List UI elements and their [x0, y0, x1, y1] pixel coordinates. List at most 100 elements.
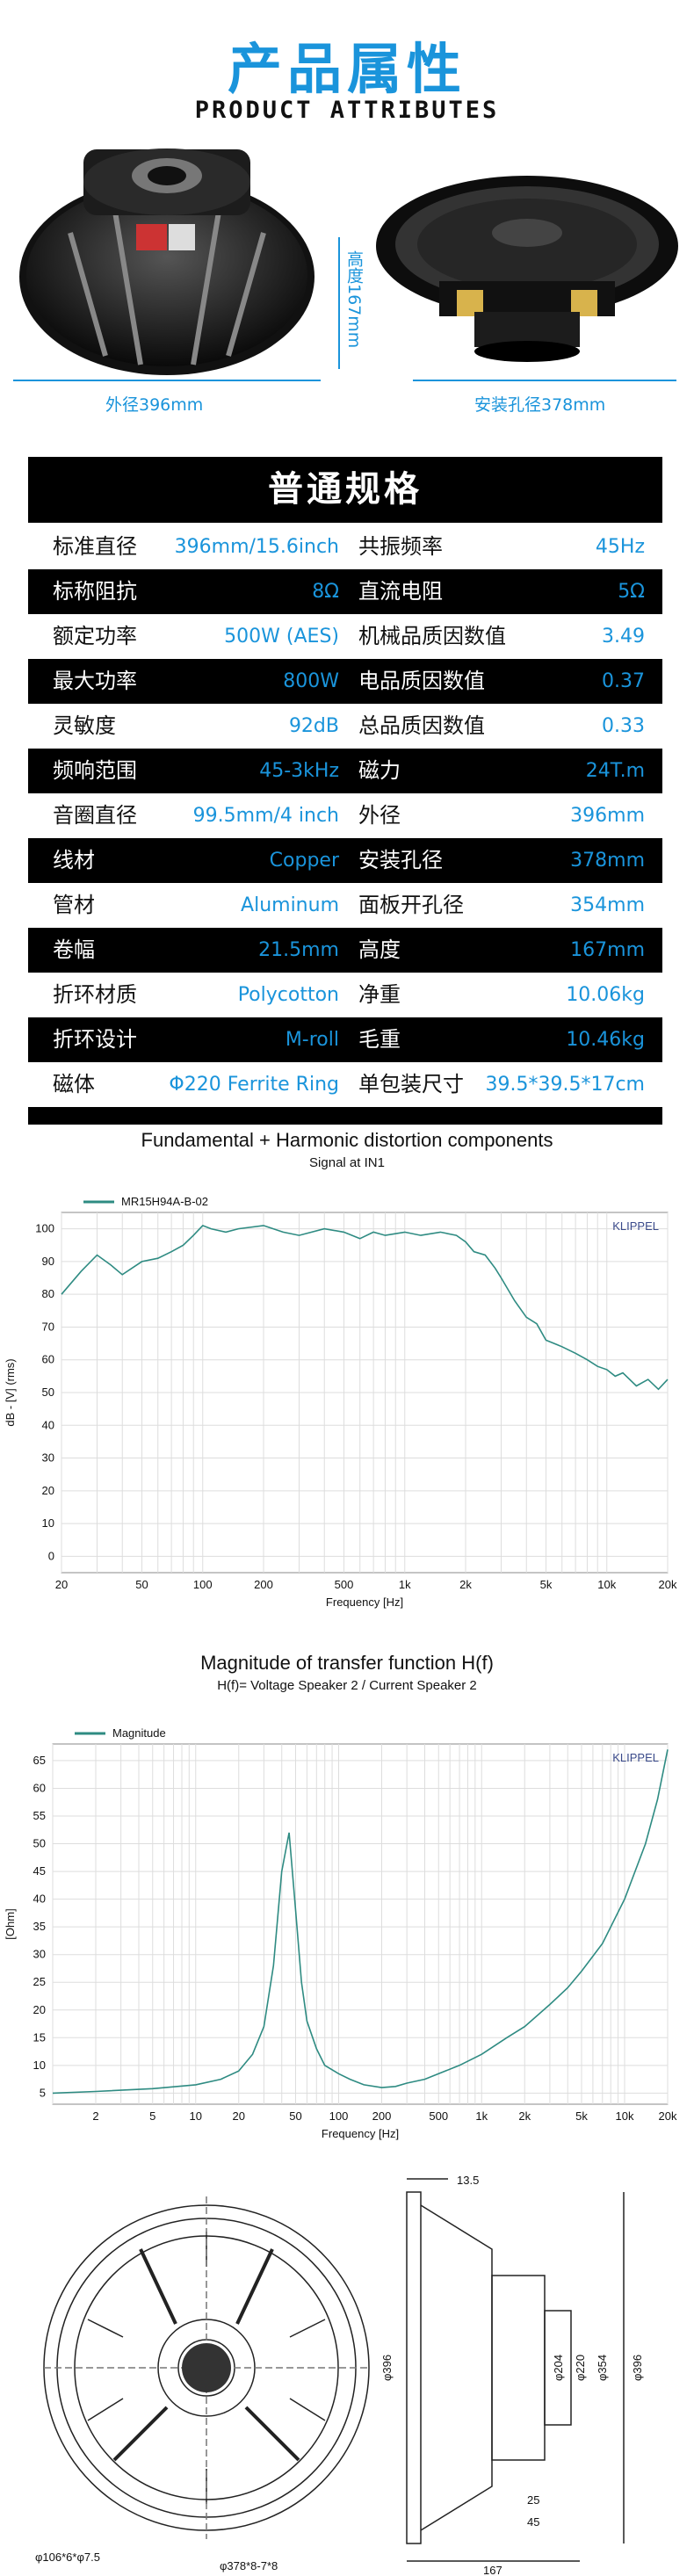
spec-value: 10.06kg [566, 984, 645, 1006]
x-tick-label: 20k [659, 1578, 677, 1591]
series-line [52, 1749, 669, 2095]
spec-label: 共振频率 [358, 534, 443, 559]
y-tick-label: 90 [42, 1255, 54, 1268]
spec-label: 最大功率 [53, 669, 137, 693]
chart1-subtitle: Signal at IN1 [309, 1155, 385, 1170]
x-tick-label: 500 [335, 1578, 354, 1591]
watermark: KLIPPEL [612, 1751, 659, 1764]
spec-label: 音圈直径 [53, 803, 137, 828]
outer-dimension-line [13, 380, 321, 381]
spec-label: 灵敏度 [53, 713, 116, 738]
y-tick-label: 5 [40, 2086, 46, 2099]
x-axis-label: Frequency [Hz] [322, 2127, 399, 2140]
y-tick-label: 10 [42, 1516, 54, 1530]
spec-label: 线材 [53, 848, 95, 872]
x-tick-label: 200 [254, 1578, 273, 1591]
x-tick-label: 100 [329, 2109, 349, 2123]
y-tick-label: 60 [42, 1353, 54, 1366]
spec-value: 92dB [288, 715, 339, 737]
spec-value: 396mm/15.6inch [174, 536, 339, 558]
spec-label: 安装孔径 [358, 848, 443, 872]
spec-table-title: 普通规格 [28, 457, 662, 523]
spec-label: 净重 [358, 982, 401, 1007]
spec-value: 24T.m [585, 760, 645, 782]
y-tick-label: 25 [33, 1975, 46, 1988]
spec-label: 标准直径 [53, 534, 137, 559]
dim-220: φ220 [574, 2355, 587, 2381]
spec-value: 99.5mm/4 inch [192, 805, 339, 827]
spec-value: 0.33 [602, 715, 645, 737]
spec-row: 最大功率 800W 电品质因数值 0.37 [28, 659, 662, 704]
spec-label: 标称阻抗 [53, 579, 137, 604]
spec-label: 额定功率 [53, 624, 137, 648]
spec-row: 音圈直径 99.5mm/4 inch 外径 396mm [28, 793, 662, 838]
x-tick-label: 20k [659, 2109, 677, 2123]
chart1-title: Fundamental + Harmonic distortion compon… [141, 1129, 553, 1151]
dim-167: 167 [483, 2564, 502, 2576]
spec-label: 磁体 [53, 1072, 95, 1096]
spec-value: 0.37 [602, 670, 645, 692]
x-tick-label: 50 [289, 2109, 301, 2123]
dim-396-right: φ396 [631, 2355, 644, 2381]
y-axis-label: [Ohm] [4, 1908, 17, 1939]
spec-row: 额定功率 500W (AES) 机械品质因数值 3.49 [28, 614, 662, 659]
spec-value: 354mm [570, 894, 645, 916]
y-tick-label: 70 [42, 1320, 54, 1333]
spec-row: 频响范围 45-3kHz 磁力 24T.m [28, 749, 662, 793]
spec-row: 卷幅 21.5mm 高度 167mm [28, 928, 662, 973]
spec-label: 面板开孔径 [358, 893, 464, 917]
y-tick-label: 50 [42, 1386, 54, 1399]
dim-396-left: φ396 [380, 2355, 394, 2381]
spec-value: Polycotton [237, 984, 339, 1006]
spec-row: 折环设计 M-roll 毛重 10.46kg [28, 1017, 662, 1062]
legend-label: MR15H94A-B-02 [121, 1195, 208, 1208]
y-tick-label: 30 [42, 1451, 54, 1465]
spec-row: 折环材质 Polycotton 净重 10.06kg [28, 973, 662, 1017]
y-tick-label: 40 [33, 1892, 46, 1906]
spec-value: 45Hz [595, 536, 645, 558]
technical-drawing: 13.5 φ396 φ396 φ204 φ220 φ354 25 45 167 … [35, 2174, 644, 2576]
spec-label: 折环设计 [53, 1027, 137, 1052]
spec-label: 外径 [358, 803, 401, 828]
y-tick-label: 45 [33, 1864, 46, 1878]
y-tick-label: 50 [33, 1837, 46, 1850]
x-tick-label: 1k [399, 1578, 411, 1591]
x-tick-label: 100 [193, 1578, 213, 1591]
spec-label: 总品质因数值 [358, 713, 485, 738]
chart2-title: Magnitude of transfer function H(f) [200, 1652, 494, 1674]
y-tick-label: 40 [42, 1418, 54, 1431]
spec-label: 电品质因数值 [358, 669, 485, 693]
spec-value: 800W [283, 670, 339, 692]
page-title-zh: 产品属性 [227, 37, 466, 101]
dim-378-holes: φ378*8-7*8 [220, 2559, 278, 2572]
y-tick-label: 20 [42, 1484, 54, 1497]
spec-value: 378mm [570, 850, 645, 872]
x-tick-label: 5k [540, 1578, 553, 1591]
spec-value: 396mm [570, 805, 645, 827]
x-tick-label: 10 [190, 2109, 202, 2123]
x-tick-label: 50 [135, 1578, 148, 1591]
dim-45: 45 [527, 2515, 539, 2529]
outer-dimension-label: 外径396mm [105, 395, 204, 415]
chart2-subtitle: H(f)= Voltage Speaker 2 / Current Speake… [217, 1678, 477, 1693]
spec-value: 8Ω [312, 581, 339, 603]
page-title-en: PRODUCT ATTRIBUTES [194, 97, 500, 124]
x-tick-label: 20 [55, 1578, 68, 1591]
x-tick-label: 5 [149, 2109, 155, 2123]
spec-row: 标称阻抗 8Ω 直流电阻 5Ω [28, 569, 662, 614]
x-tick-label: 1k [475, 2109, 488, 2123]
y-tick-label: 35 [33, 1920, 46, 1933]
height-dimension-line [338, 237, 340, 369]
spec-label: 高度 [358, 937, 401, 962]
y-tick-label: 60 [33, 1781, 46, 1794]
spec-row: 灵敏度 92dB 总品质因数值 0.33 [28, 704, 662, 749]
spec-value: M-roll [285, 1029, 339, 1051]
spec-label: 单包装尺寸 [358, 1072, 464, 1096]
height-dimension-label: 高度167mm [344, 250, 364, 349]
spec-label: 毛重 [358, 1027, 401, 1052]
spec-value: 500W (AES) [224, 626, 339, 648]
spec-table-footer [28, 1107, 662, 1125]
series-line [61, 1224, 669, 1391]
y-tick-label: 30 [33, 1948, 46, 1961]
